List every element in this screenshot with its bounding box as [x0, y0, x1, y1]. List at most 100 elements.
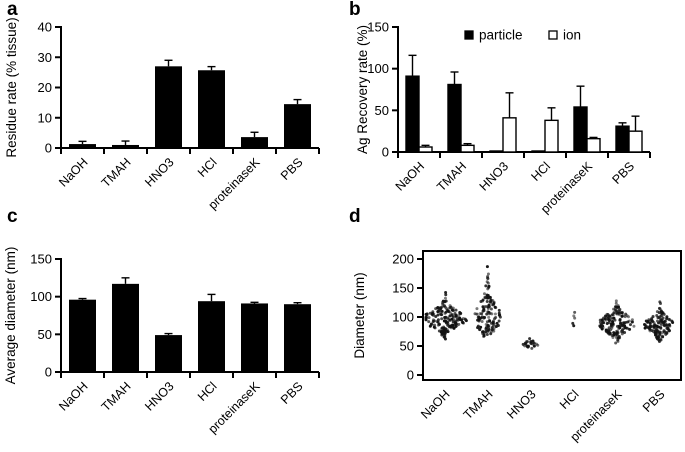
bar-particle-proteinaseK: [573, 106, 588, 153]
swarm-point-proteinaseK: [630, 318, 634, 322]
swarm-point-TMAH: [480, 320, 484, 324]
swarm-point-proteinaseK: [605, 322, 609, 326]
y-axis-title: Diameter (nm): [352, 272, 367, 358]
swarm-point-PBS: [662, 330, 666, 334]
category-label-HNO3: HNO3: [477, 159, 511, 193]
axes: 0 50 100 150: [30, 252, 320, 380]
swarm-point-TMAH: [487, 328, 491, 332]
category-label-HCl: HCl: [557, 387, 582, 412]
category-label-HCl: HCl: [195, 155, 220, 180]
swarm-point-NaOH: [425, 312, 429, 316]
swarm-point-NaOH: [443, 329, 447, 333]
bar-PBS: [284, 104, 311, 148]
swarm-point-PBS: [651, 314, 655, 318]
axes: 0 10 20 30 40: [38, 20, 320, 156]
swarm-point-NaOH: [455, 323, 459, 327]
swarm-point-TMAH: [484, 330, 488, 334]
swarm-point-TMAH: [497, 308, 501, 312]
swarm-point-NaOH: [452, 318, 456, 322]
swarm-point-PBS: [658, 331, 662, 335]
y-tick-label: 30: [38, 50, 52, 65]
category-label-PBS: PBS: [640, 387, 668, 415]
swarm-point-NaOH: [451, 309, 455, 313]
category-label-PBS: PBS: [278, 379, 306, 407]
swarm-point-TMAH: [484, 326, 488, 330]
y-tick-label: 20: [38, 80, 52, 95]
swarm-point-PBS: [660, 314, 664, 318]
swarm-point-PBS: [665, 317, 669, 321]
swarm-point-PBS: [657, 335, 661, 339]
swarm-point-TMAH: [478, 327, 482, 331]
swarm-point-TMAH: [491, 299, 495, 303]
swarm-point-PBS: [643, 326, 647, 330]
swarm-point-NaOH: [434, 314, 438, 318]
swarm-point-NaOH: [429, 323, 433, 327]
swarm-point-NaOH: [454, 321, 458, 325]
swarm-point-NaOH: [452, 326, 456, 330]
swarm-point-NaOH: [450, 324, 454, 328]
swarm-point-HCl: [571, 321, 575, 325]
swarm-point-proteinaseK: [598, 320, 602, 324]
swarm-point-proteinaseK: [612, 331, 616, 335]
swarm-point-NaOH: [436, 318, 440, 322]
swarm-point-PBS: [671, 321, 675, 325]
bar-particle-HNO3: [489, 150, 504, 153]
swarm-point-PBS: [652, 325, 656, 329]
swarm-point-NaOH: [446, 316, 450, 320]
category-label-PBS: PBS: [610, 159, 638, 187]
swarm-point-proteinaseK: [612, 311, 616, 315]
bar-ion-NaOH: [418, 146, 433, 153]
swarm-point-PBS: [657, 311, 661, 315]
bar-ion-HNO3: [502, 117, 517, 153]
swarm-point-NaOH: [461, 321, 465, 325]
axis-lines: [397, 26, 650, 153]
swarm-point-HNO3: [529, 342, 533, 346]
category-label-PBS: PBS: [278, 155, 306, 183]
y-tick-label: 150: [367, 20, 389, 35]
swarm-point-proteinaseK: [623, 315, 627, 319]
bar-HCl: [198, 301, 225, 372]
swarm-point-TMAH: [497, 319, 501, 323]
bar-HCl: [198, 70, 225, 148]
swarm-point-NaOH: [433, 326, 437, 330]
swarm-point-NaOH: [443, 311, 447, 315]
swarm-point-HCl: [573, 316, 577, 320]
swarm-point-TMAH: [482, 292, 486, 296]
swarm-point-TMAH: [489, 299, 493, 303]
y-tick-label: 0: [382, 145, 389, 160]
bars: [69, 277, 311, 372]
swarm-point-NaOH: [440, 326, 444, 330]
swarm-point-NaOH: [427, 320, 431, 324]
swarm-point-PBS: [646, 326, 650, 330]
swarm-point-TMAH: [494, 324, 498, 328]
bar-ion-HCl: [544, 119, 559, 153]
swarm-point-PBS: [662, 312, 666, 316]
swarm-point-NaOH: [436, 313, 440, 317]
swarm-point-NaOH: [443, 331, 447, 335]
axes: 0 50 100 150: [367, 20, 651, 160]
y-tick-label: 50: [375, 103, 389, 118]
bar-ion-PBS: [628, 130, 643, 153]
swarm-point-TMAH: [485, 265, 489, 269]
panel-b-letter: b: [349, 0, 361, 20]
swarm-point-NaOH: [451, 315, 455, 319]
swarm-point-NaOH: [437, 329, 441, 333]
swarm-point-PBS: [667, 329, 671, 333]
swarm-point-TMAH: [489, 330, 493, 334]
swarm-point-NaOH: [440, 309, 444, 313]
swarm-point-PBS: [657, 325, 661, 329]
swarm-point-NaOH: [447, 325, 451, 329]
swarm-point-NaOH: [431, 319, 435, 323]
swarm-point-proteinaseK: [618, 307, 622, 311]
bar-TMAH: [112, 144, 139, 148]
swarm-point-PBS: [660, 334, 664, 338]
y-tick-label: 100: [392, 310, 414, 325]
swarm-point-TMAH: [482, 307, 486, 311]
swarm-point-TMAH: [482, 334, 486, 338]
swarm-point-proteinaseK: [616, 336, 620, 340]
swarm-point-NaOH: [440, 305, 444, 309]
